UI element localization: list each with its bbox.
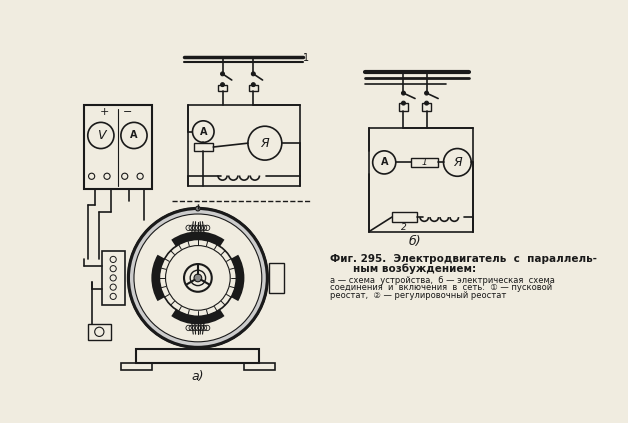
Text: V: V <box>97 129 105 142</box>
Circle shape <box>251 72 255 76</box>
Text: Фиг. 295.  Электродвигатель  с  параллель-: Фиг. 295. Электродвигатель с параллель- <box>330 254 597 264</box>
Bar <box>121 363 152 370</box>
Bar <box>399 103 408 111</box>
Circle shape <box>195 206 200 211</box>
Bar <box>102 251 125 305</box>
Text: +: + <box>100 107 109 117</box>
Bar <box>244 363 275 370</box>
Circle shape <box>425 91 428 95</box>
Bar <box>249 85 258 91</box>
Bar <box>218 85 227 91</box>
Text: А: А <box>381 157 388 168</box>
Circle shape <box>251 83 255 87</box>
Bar <box>84 104 152 190</box>
Text: а — схема  устройства,  б — электрическая  схема: а — схема устройства, б — электрическая … <box>330 276 555 285</box>
Text: ным возбуждением:: ным возбуждением: <box>354 264 477 274</box>
Text: Я: Я <box>453 156 462 169</box>
Circle shape <box>134 214 262 342</box>
Bar <box>392 212 416 222</box>
Circle shape <box>401 91 406 95</box>
Bar <box>411 158 438 167</box>
Circle shape <box>220 72 224 76</box>
Bar <box>88 324 111 340</box>
Text: соединения  и  включения  в  сеть:  ① — пусковой: соединения и включения в сеть: ① — пуско… <box>330 283 553 292</box>
Text: 1: 1 <box>303 53 310 63</box>
Text: а): а) <box>192 370 204 383</box>
Bar <box>136 349 259 363</box>
Text: Я: Я <box>261 137 269 150</box>
Bar <box>422 103 431 111</box>
Circle shape <box>220 83 224 87</box>
Circle shape <box>129 209 267 347</box>
Circle shape <box>401 101 406 105</box>
Bar <box>269 263 284 293</box>
Bar <box>194 143 214 151</box>
Text: −: − <box>123 107 133 117</box>
Text: А: А <box>130 130 138 140</box>
Circle shape <box>194 274 202 282</box>
Circle shape <box>425 101 428 105</box>
Text: б): б) <box>409 235 421 248</box>
Text: реостат,  ② — регулировочный реостат: реостат, ② — регулировочный реостат <box>330 291 507 300</box>
Text: 1: 1 <box>421 158 427 167</box>
Text: 2: 2 <box>401 223 407 232</box>
Text: А: А <box>200 126 207 137</box>
